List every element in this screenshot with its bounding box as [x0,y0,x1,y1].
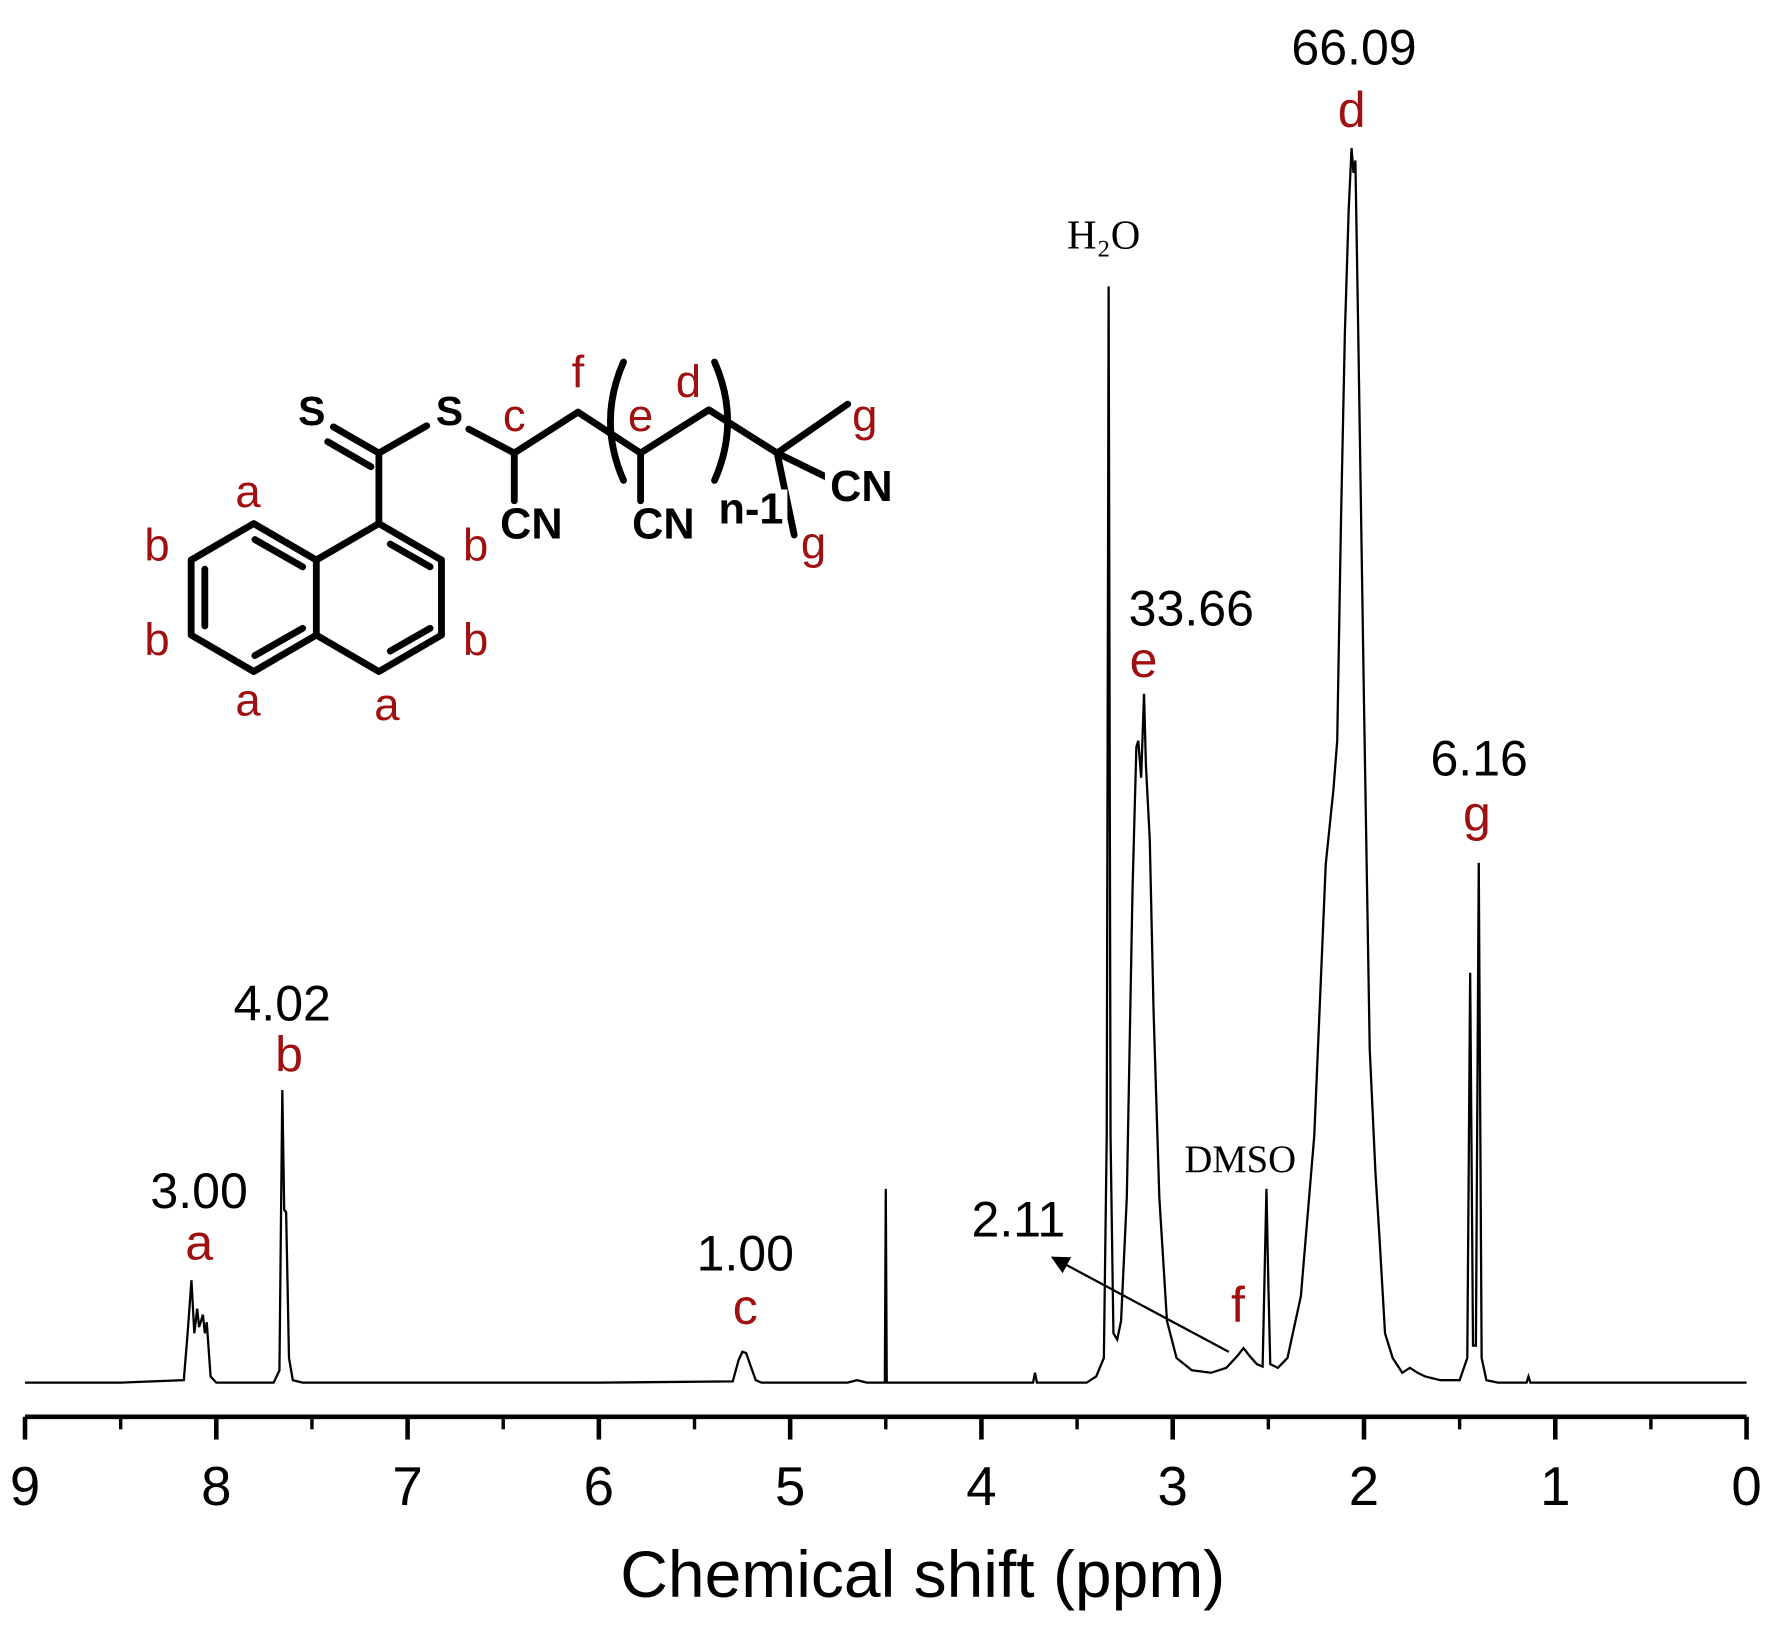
x-axis-title: Chemical shift (ppm) [620,1537,1225,1611]
ring [312,520,445,675]
atom-position-label: f [572,347,585,398]
ring [187,520,320,675]
atom-label: S [298,388,325,434]
peak-label: d [1338,82,1366,138]
atom-position-label: b [463,520,488,571]
integral-label: 3.00 [150,1163,247,1219]
bracket [607,358,732,484]
atom-position-label: e [628,390,653,441]
label-background [494,504,568,550]
atom-label: S [436,388,463,434]
label-background [824,466,898,513]
peak-label: a [185,1214,213,1270]
chemical-structure [187,358,852,675]
atom-position-label: b [144,614,169,665]
x-tick-label: 1 [1540,1456,1570,1517]
x-tick-label: 4 [966,1456,996,1517]
atom-position-label: a [235,674,261,725]
label-background [714,489,788,535]
integral-label: 66.09 [1291,20,1416,76]
atom-label: CN [830,463,892,511]
bond [324,422,431,528]
integral-label: 1.00 [697,1226,794,1282]
label-background [295,391,328,438]
atom-label: CN [500,500,562,548]
atom-label: n-1 [719,486,784,534]
atom-position-label: a [235,466,261,517]
spectrum-line [25,148,1747,1384]
integral-label: 2.11 [971,1192,1065,1248]
atom-position-label: b [463,614,488,665]
atom-position-label: g [801,517,826,568]
label-background [626,504,700,550]
x-tick-label: 5 [775,1456,805,1517]
peak-label: g [1463,785,1491,841]
atom-position-label: b [144,520,169,571]
integral-label: 4.02 [233,975,330,1031]
x-tick-label: 3 [1158,1456,1188,1517]
solvent-label: H₂O [1067,212,1140,258]
integral-label: 33.66 [1129,581,1254,637]
x-tick-label: 8 [201,1456,231,1517]
peak-label: f [1231,1277,1245,1333]
atom-label: CN [632,500,694,548]
annotation-arrow [1050,1256,1230,1353]
x-tick-label: 6 [584,1456,614,1517]
label-background [433,391,466,438]
peak-label: e [1130,632,1158,688]
peak-label: c [733,1279,758,1335]
x-tick-label: 0 [1731,1456,1761,1517]
atom-position-label: c [503,390,526,441]
integral-label: 6.16 [1430,731,1527,787]
solvent-label: DMSO [1184,1139,1296,1181]
x-tick-label: 7 [392,1456,422,1517]
atom-position-label: d [676,356,701,407]
atom-position-label: a [374,679,400,730]
x-tick-label: 2 [1349,1456,1379,1517]
x-tick-label: 9 [10,1456,40,1517]
atom-position-label: g [852,390,877,441]
double-bond [201,536,434,659]
peak-label: b [275,1027,303,1083]
